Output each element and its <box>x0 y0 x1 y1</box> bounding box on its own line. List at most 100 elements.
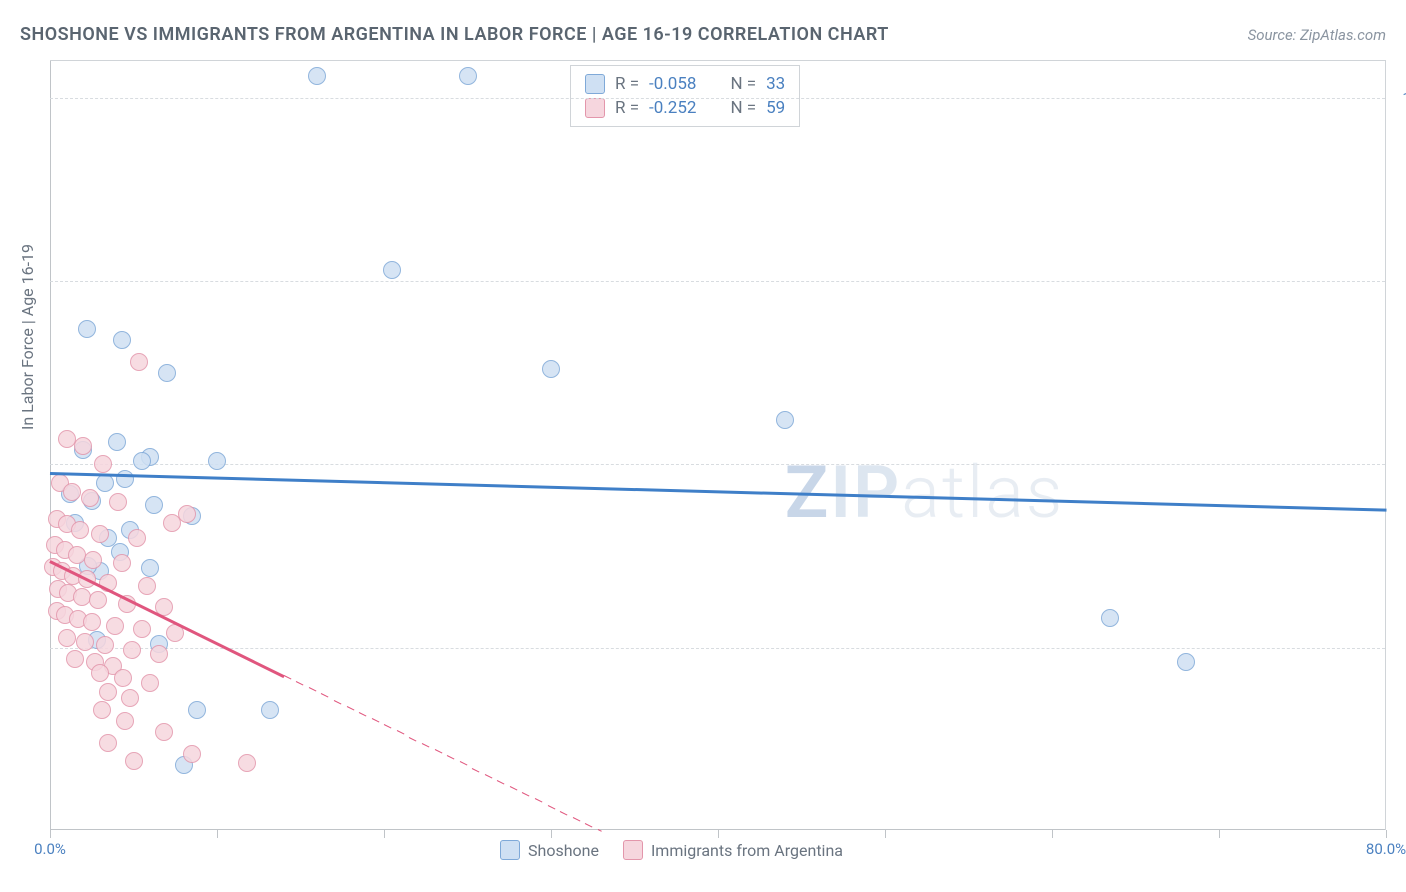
regression-dash <box>497 780 505 784</box>
data-point-argentina <box>73 588 91 606</box>
legend-swatch <box>585 74 605 94</box>
data-point-argentina <box>121 689 139 707</box>
data-point-argentina <box>68 546 86 564</box>
x-tick <box>1386 830 1387 838</box>
chart-title: SHOSHONE VS IMMIGRANTS FROM ARGENTINA IN… <box>20 24 889 45</box>
legend-label: Shoshone <box>528 841 599 860</box>
gridline-h <box>50 281 1385 282</box>
data-point-shoshone <box>261 701 279 719</box>
data-point-shoshone <box>108 433 126 451</box>
data-point-argentina <box>76 633 94 651</box>
data-point-argentina <box>123 641 141 659</box>
legend-n-value: 59 <box>766 98 785 118</box>
data-point-argentina <box>96 636 114 654</box>
watermark-suffix: atlas <box>901 450 1064 535</box>
legend-r-value: -0.058 <box>649 74 696 94</box>
regression-dash <box>346 706 354 710</box>
data-point-argentina <box>63 483 81 501</box>
regression-dash <box>384 724 392 728</box>
plot-area: ZIPatlas R =-0.058N =33R =-0.252N =59 Sh… <box>50 60 1386 830</box>
data-point-argentina <box>133 620 151 638</box>
legend-r-label: R = <box>615 74 639 94</box>
regression-dash <box>321 693 329 697</box>
title-bar: SHOSHONE VS IMMIGRANTS FROM ARGENTINA IN… <box>20 24 1386 45</box>
watermark: ZIPatlas <box>785 450 1065 535</box>
regression-dash <box>284 675 292 679</box>
regression-dash <box>309 687 317 691</box>
legend-swatch <box>585 98 605 118</box>
data-point-shoshone <box>188 701 206 719</box>
watermark-ip: IP <box>830 450 901 535</box>
data-point-argentina <box>106 617 124 635</box>
x-tick <box>718 830 719 838</box>
data-point-argentina <box>91 525 109 543</box>
series-legend: Shoshone Immigrants from Argentina <box>500 840 843 860</box>
data-point-argentina <box>81 489 99 507</box>
regression-dash <box>359 712 367 716</box>
x-tick <box>384 830 385 838</box>
data-point-argentina <box>66 650 84 668</box>
data-point-shoshone <box>776 411 794 429</box>
regression-dash <box>459 761 467 765</box>
regression-dash <box>547 805 555 809</box>
regression-dash <box>447 755 455 759</box>
legend-row: R =-0.252N =59 <box>585 96 785 120</box>
data-point-shoshone <box>141 559 159 577</box>
legend-swatch <box>500 840 520 860</box>
regression-line <box>50 472 1386 511</box>
source-label: Source: ZipAtlas.com <box>1248 26 1386 44</box>
data-point-argentina <box>89 591 107 609</box>
data-point-argentina <box>94 455 112 473</box>
regression-dash <box>572 817 580 821</box>
legend-label: Immigrants from Argentina <box>651 841 843 860</box>
data-point-argentina <box>58 430 76 448</box>
legend-item: Immigrants from Argentina <box>623 840 843 860</box>
regression-dash <box>334 700 342 704</box>
data-point-shoshone <box>78 320 96 338</box>
regression-dash <box>585 823 593 827</box>
gridline-h <box>50 464 1385 465</box>
data-point-shoshone <box>116 470 134 488</box>
data-point-argentina <box>130 353 148 371</box>
data-point-shoshone <box>1101 609 1119 627</box>
x-tick-label: 0.0% <box>34 840 66 858</box>
data-point-argentina <box>138 577 156 595</box>
data-point-argentina <box>113 554 131 572</box>
data-point-shoshone <box>208 452 226 470</box>
regression-dash <box>409 737 417 741</box>
regression-dash <box>397 730 405 734</box>
x-tick <box>551 830 552 838</box>
data-point-shoshone <box>158 364 176 382</box>
x-tick <box>1052 830 1053 838</box>
legend-row: R =-0.058N =33 <box>585 72 785 96</box>
data-point-argentina <box>116 712 134 730</box>
data-point-argentina <box>163 514 181 532</box>
regression-dash <box>422 743 430 747</box>
data-point-argentina <box>141 674 159 692</box>
x-tick <box>885 830 886 838</box>
regression-dash <box>434 749 442 753</box>
x-tick-label: 80.0% <box>1366 840 1406 858</box>
data-point-argentina <box>109 493 127 511</box>
regression-dash <box>598 829 602 832</box>
regression-dash <box>472 768 480 772</box>
legend-n-label: N = <box>730 98 756 118</box>
legend-r-label: R = <box>615 98 639 118</box>
data-point-argentina <box>58 629 76 647</box>
legend-swatch <box>623 840 643 860</box>
legend-n-value: 33 <box>766 74 785 94</box>
y-tick-label: 100.0% <box>1402 89 1406 107</box>
data-point-argentina <box>99 734 117 752</box>
x-tick <box>217 830 218 838</box>
data-point-argentina <box>84 551 102 569</box>
x-tick <box>1219 830 1220 838</box>
regression-dash <box>560 811 568 815</box>
gridline-h <box>50 98 1385 99</box>
data-point-shoshone <box>459 67 477 85</box>
regression-dash <box>535 799 543 803</box>
regression-dash <box>522 792 530 796</box>
gridline-h <box>50 648 1385 649</box>
data-point-argentina <box>128 529 146 547</box>
data-point-argentina <box>238 754 256 772</box>
regression-dash <box>485 774 493 778</box>
